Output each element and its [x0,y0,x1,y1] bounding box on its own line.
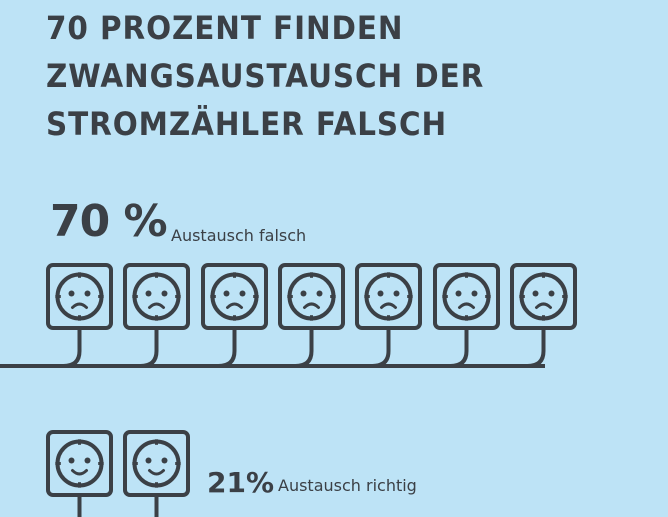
headline-line-3: STROMZÄHLER FALSCH [46,105,448,143]
socket-icon-happy [46,430,113,497]
cable [140,330,159,368]
socket-icon-sad [123,263,190,330]
cable [450,330,469,368]
label-right: Austausch richtig [278,476,417,495]
headline: 70 PROZENT FINDEN ZWANGSAUSTAUSCH DER ST… [46,4,484,148]
socket-icon-sad [355,263,422,330]
cable [63,330,82,368]
cable [295,330,314,368]
socket-icon-sad [510,263,577,330]
socket-icon-sad [433,263,500,330]
socket-icon-sad [201,263,268,330]
socket-icon-sad [278,263,345,330]
percent-right: 21% [207,466,275,499]
socket-icon-sad [46,263,113,330]
percent-wrong: 70 % [50,196,168,247]
label-wrong: Austausch falsch [171,226,307,245]
cable [527,330,546,368]
headline-line-2: ZWANGSAUSTAUSCH DER [46,57,485,95]
cable [372,330,391,368]
cable [218,330,237,368]
headline-line-1: 70 PROZENT FINDEN [46,9,404,47]
socket-icon-happy [123,430,190,497]
